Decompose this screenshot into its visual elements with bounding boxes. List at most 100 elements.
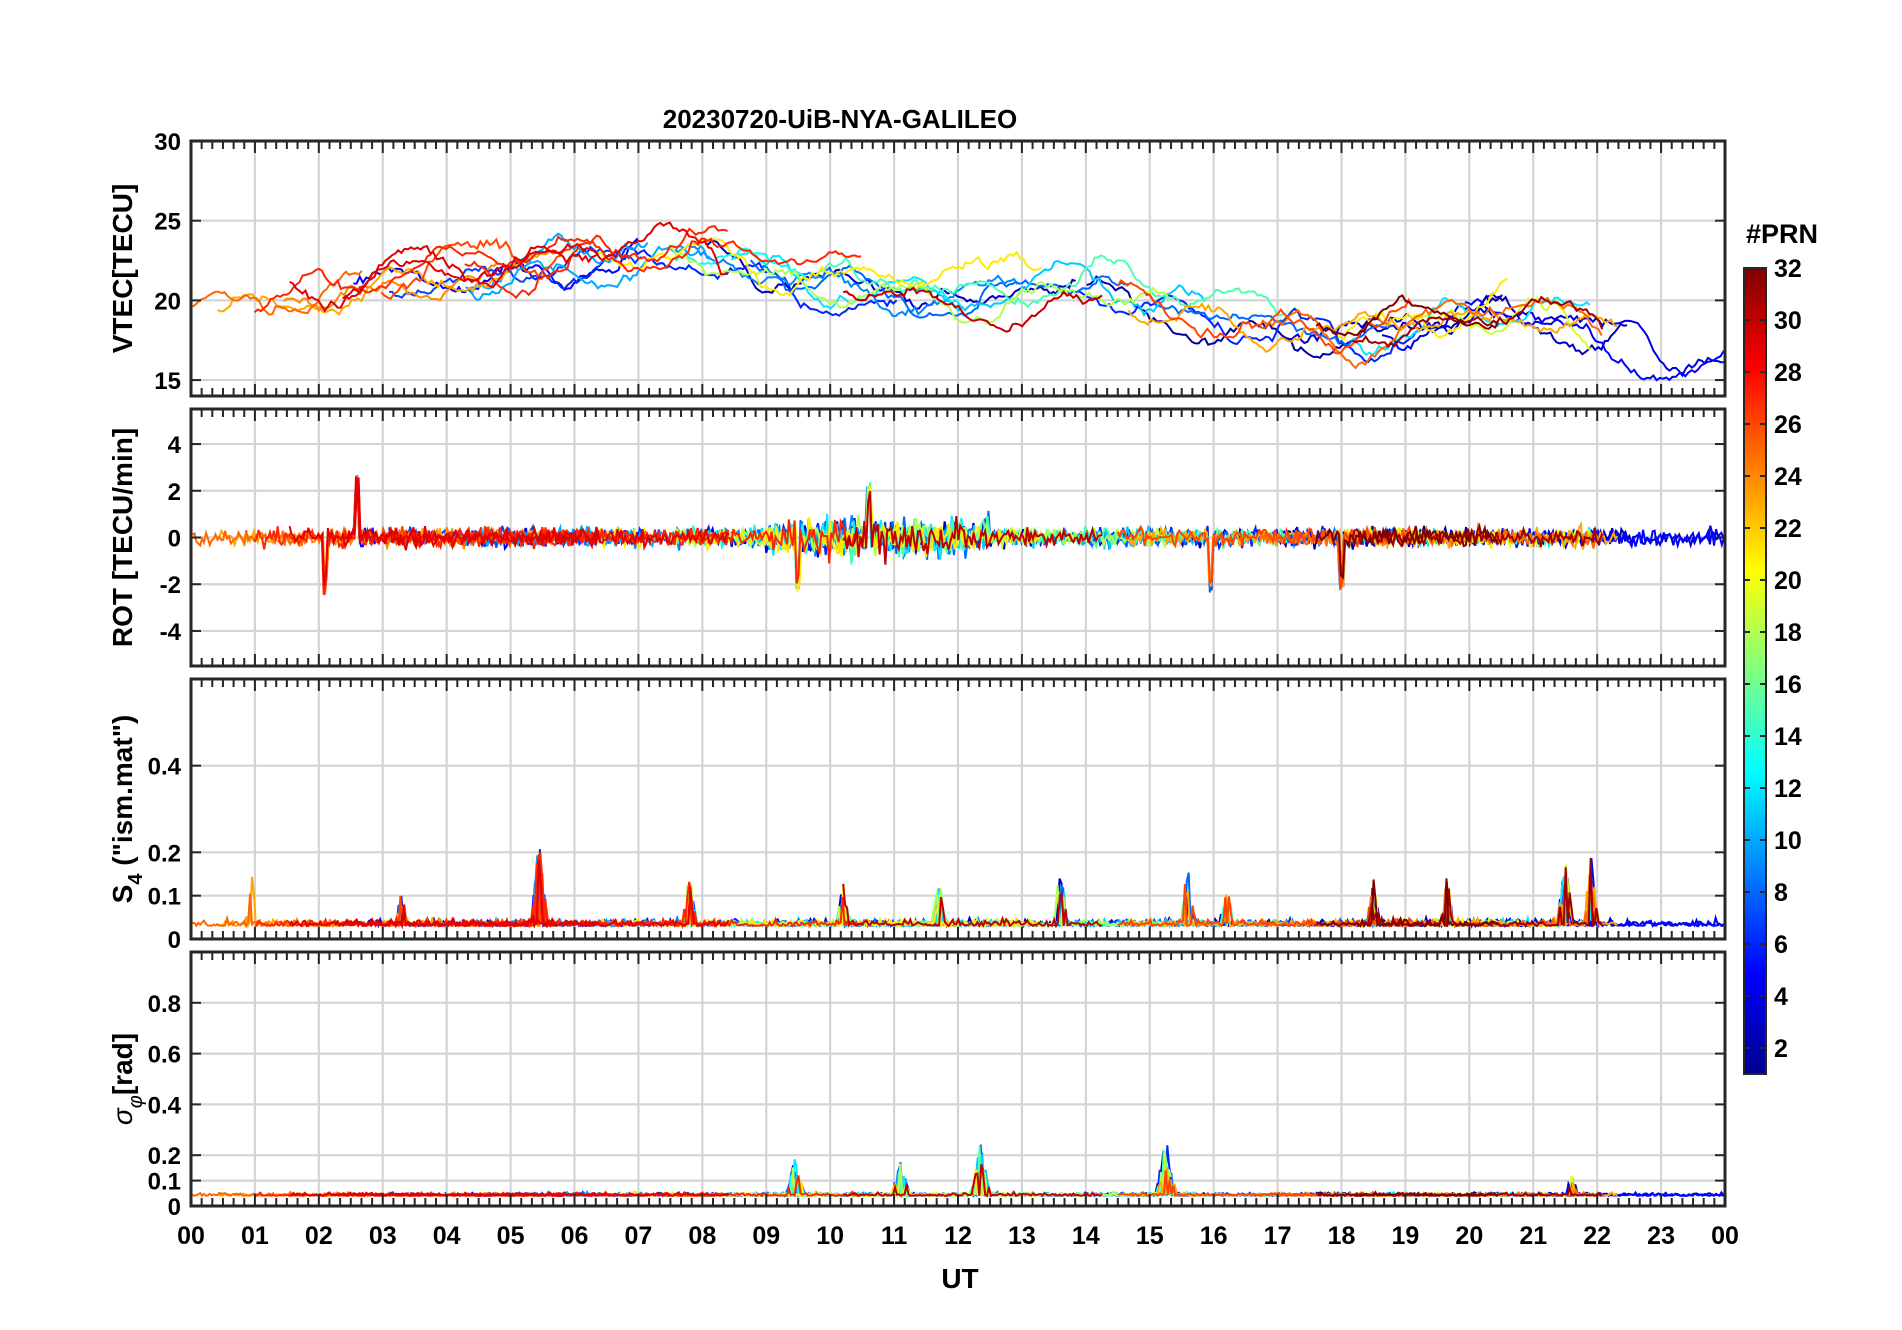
panel-sigma: 00.10.2 0.4 0.6 0.8σφ[rad]: [107, 950, 1727, 1221]
s4-series-prn-21: [598, 883, 1042, 930]
s4-series-prn-23: [217, 876, 558, 929]
sigma-series-prn-26: [1117, 1170, 1412, 1198]
x-tick-label: 08: [688, 1222, 716, 1250]
vtec-series-prn-29: [342, 245, 599, 301]
sigma-y-tick-label: 0.8: [148, 991, 181, 1018]
colorbar-tick-label: 8: [1774, 879, 1788, 907]
chart-title: 20230720-UiB-NYA-GALILEO: [663, 104, 1018, 134]
colorbar-tick-label: 30: [1774, 307, 1802, 335]
colorbar-tick-label: 28: [1774, 359, 1802, 387]
colorbar-label: #PRN: [1746, 219, 1818, 249]
x-tick-label: 07: [625, 1222, 653, 1250]
sigma-y-tick-label: 0.4: [148, 1092, 182, 1119]
vtec-series-prn-29: [289, 221, 728, 313]
vtec-series-prn-31: [1352, 295, 1604, 349]
sigma-y-axis-label: σφ[rad]: [107, 1033, 147, 1125]
s4-grid: [189, 679, 1727, 941]
vtec-series-prn-32: [1315, 294, 1500, 337]
colorbar-tick-label: 10: [1774, 827, 1802, 855]
rot-y-tick-label: 0: [168, 526, 181, 553]
x-tick-label: 15: [1136, 1222, 1164, 1250]
sigma-x-ticks: [190, 952, 1726, 1206]
x-tick-label: 00: [177, 1222, 205, 1250]
sigma-y-tick-label: 0.1: [148, 1169, 181, 1196]
s4-series-prn-26: [1117, 884, 1413, 929]
colorbar-tick-label: 32: [1774, 255, 1802, 283]
x-tick-label: 20: [1455, 1222, 1483, 1250]
sigma-grid: [189, 952, 1727, 1208]
x-tick-label: 03: [369, 1222, 397, 1250]
vtec-series-prn-4: [1381, 304, 1724, 378]
vtec-series-prn-15: [816, 254, 1287, 317]
rot-y-tick-label: 2: [168, 479, 181, 506]
colorbar-tick-label: 22: [1774, 515, 1802, 543]
x-tick-label: 05: [497, 1222, 525, 1250]
s4-series-prn-30: [842, 883, 1103, 929]
colorbar-tick-label: 16: [1774, 671, 1802, 699]
vtec-series-prn-23: [1127, 302, 1618, 353]
x-tick-label: 10: [816, 1222, 844, 1250]
vtec-series-prn-25: [191, 270, 363, 316]
rot-series-prn-32: [1315, 524, 1500, 580]
s4-series-prn-29: [341, 904, 601, 930]
sigma-series-prn-9: [674, 1152, 1019, 1198]
rot-y-tick-label: 4: [168, 432, 182, 459]
vtec-series-prn-7: [389, 245, 642, 299]
x-tick-label: 13: [1008, 1222, 1036, 1250]
s4-series-prn-29: [288, 859, 730, 929]
vtec-series-prn-30: [842, 286, 1103, 333]
s4-series-prn-10: [464, 854, 651, 928]
sigma-series-prn-8: [750, 1144, 1129, 1198]
s4-y-tick-label: 0.1: [148, 884, 181, 911]
sigma-traces: [191, 1144, 1725, 1200]
s4-x-ticks: [190, 679, 1726, 939]
sigma-series-prn-6: [1076, 1145, 1420, 1198]
vtec-series-prn-8: [1146, 292, 1393, 347]
panels: 15 20 25 30 VTEC[TECU] -4 -2 0 2 4 ROT [TECU/min] 0…: [107, 129, 1727, 1221]
s4-series-prn-12: [1353, 875, 1593, 930]
vtec-y-tick-label: 25: [154, 209, 181, 236]
s4-y-tick-label: 0.4: [148, 754, 182, 781]
x-tick-label: 00: [1711, 1222, 1739, 1250]
colorbar-tick-label: 12: [1774, 775, 1802, 803]
rot-y-axis-label: ROT [TECU/min]: [107, 428, 138, 647]
vtec-traces: [191, 221, 1725, 382]
sigma-y-tick-label: 0.2: [148, 1143, 181, 1170]
rot-series-prn-30: [842, 490, 1103, 565]
vtec-series-prn-26: [380, 237, 574, 301]
s4-y-tick-label: 0.2: [148, 840, 181, 867]
rot-series-prn-31: [1351, 522, 1604, 548]
colorbar-tick-label: 24: [1774, 463, 1802, 491]
sigma-series-prn-15: [816, 1146, 1287, 1200]
panel-s4: 0 0.1 0.2 0.4S4 ("ism.mat"): [107, 677, 1727, 954]
x-tick-label: 19: [1392, 1222, 1420, 1250]
vtec-series-prn-21: [1337, 277, 1508, 341]
x-tick-label: 11: [881, 1222, 908, 1250]
colorbar-tick-label: 4: [1774, 983, 1788, 1011]
rot-x-ticks: [190, 409, 1726, 666]
x-tick-label: 04: [433, 1222, 461, 1250]
x-tick-label: 21: [1519, 1222, 1547, 1250]
colorbar: #PRN 32 30 28 26 24 22 20 18 16 14 12 10 8 6 4 2: [1743, 219, 1818, 1075]
s4-series-prn-32: [1315, 878, 1499, 929]
s4-series-prn-18: [669, 883, 1172, 930]
s4-y-axis-label: S4 ("ism.mat"): [107, 715, 147, 904]
colorbar-tick-label: 6: [1774, 931, 1788, 959]
s4-series-prn-25: [1258, 874, 1604, 929]
s4-series-prn-3: [1281, 877, 1630, 929]
x-tick-label: 22: [1583, 1222, 1611, 1250]
rot-y-tick-label: -4: [160, 619, 182, 646]
sigma-series-prn-29: [342, 1191, 600, 1197]
sigma-series-prn-3: [704, 1159, 1076, 1199]
rot-y-tick-label: -2: [160, 572, 181, 599]
colorbar-gradient: [1743, 267, 1767, 1075]
x-tick-label: 18: [1328, 1222, 1356, 1250]
sigma-y-tick-label: 0: [168, 1194, 181, 1221]
colorbar-tick-label: 20: [1774, 567, 1802, 595]
vtec-y-axis-label: VTEC[TECU]: [107, 184, 138, 354]
colorbar-tick-label: 18: [1774, 619, 1802, 647]
vtec-series-prn-10: [469, 244, 711, 301]
panel-rot: -4 -2 0 2 4 ROT [TECU/min]: [107, 407, 1727, 668]
rot-traces: [191, 474, 1725, 596]
